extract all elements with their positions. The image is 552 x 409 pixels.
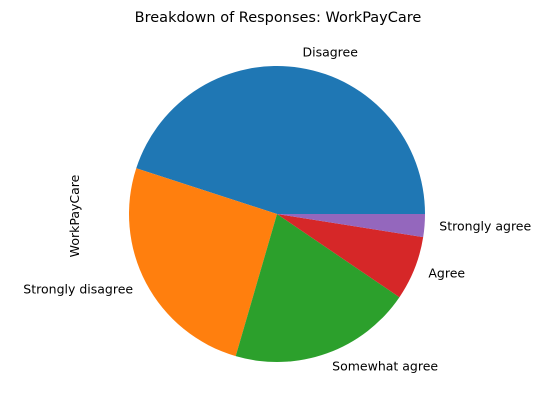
pie-slice-label-agree: Agree [428, 265, 465, 280]
y-axis-label: WorkPayCare [67, 174, 82, 257]
pie-slice-label-strongly-agree: Strongly agree [439, 218, 531, 233]
chart-title: Breakdown of Responses: WorkPayCare [135, 10, 422, 26]
pie-slices [128, 65, 426, 362]
pie-slice-label-somewhat-agree: Somewhat agree [332, 359, 438, 374]
pie-slice-strongly-disagree [128, 168, 277, 357]
pie-slice-label-strongly-disagree: Strongly disagree [23, 282, 133, 297]
pie-slice-agree [277, 214, 424, 298]
pie-slice-labels: Disagree Strongly disagree Somewhat agree A… [23, 45, 531, 374]
pie-slice-label-disagree: Disagree [302, 45, 358, 60]
pie-slice-strongly-agree [277, 214, 425, 238]
pie-slice-disagree [136, 65, 426, 215]
pie-slice-somewhat-agree [235, 214, 400, 362]
